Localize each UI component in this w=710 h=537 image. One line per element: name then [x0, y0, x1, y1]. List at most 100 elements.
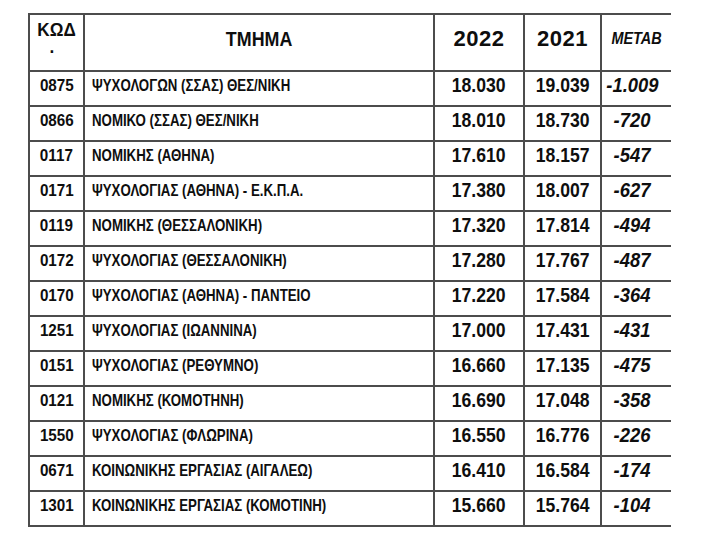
change-cell: -364 [601, 281, 671, 316]
code-cell: 0170 [29, 281, 84, 316]
score-2022-cell-text: 18.010 [452, 109, 506, 132]
change-cell-text: -364 [614, 284, 651, 307]
change-cell-text: -487 [614, 249, 651, 272]
change-cell-text: -431 [614, 319, 651, 342]
score-2022-cell: 18.030 [434, 71, 524, 106]
table-row: 0170 ΨΥΧΟΛΟΓΙΑΣ (ΑΘΗΝΑ) - ΠΑΝΤΕΙΟ 17.220 17… [29, 281, 671, 316]
department-cell-text: ΨΥΧΟΛΟΓΙΑΣ (ΘΕΣΣΑΛΟΝΙΚΗ) [92, 251, 287, 271]
score-2021-cell-text: 16.776 [536, 424, 590, 447]
change-cell-text: -358 [614, 389, 651, 412]
table-row: 1251ΨΥΧΟΛΟΓΙΑΣ (ΙΩΑΝΝΙΝΑ)17.00017.431-43… [29, 316, 671, 351]
table-row: 0117 ΝΟΜΙΚΗΣ (ΑΘΗΝΑ) 17.610 18.157 -547 [29, 141, 671, 176]
col-header-change: ΜΕΤΑΒ [601, 14, 671, 71]
change-cell: -104 [601, 491, 671, 526]
change-cell: -226 [601, 421, 671, 456]
code-cell: 0121 [29, 386, 84, 421]
score-2022-cell: 17.280 [434, 246, 524, 281]
score-2021-cell: 18.007 [524, 176, 601, 211]
code-cell: 0171 [29, 176, 84, 211]
code-cell: 0117 [29, 141, 84, 176]
col-header-code-dot: . [28, 38, 76, 55]
score-2022-cell-text: 17.000 [452, 319, 506, 342]
change-cell: -358 [601, 386, 671, 421]
score-2022-cell: 17.610 [434, 141, 524, 176]
department-cell-text: ΝΟΜΙΚΟ (ΣΣΑΣ) ΘΕΣ/ΝΙΚΗ [92, 111, 259, 131]
score-2022-cell-text: 17.280 [452, 249, 506, 272]
change-cell-text: -720 [614, 109, 651, 132]
department-cell: ΝΟΜΙΚΟ (ΣΣΑΣ) ΘΕΣ/ΝΙΚΗ [84, 106, 434, 141]
department-cell-text: ΨΥΧΟΛΟΓΩΝ (ΣΣΑΣ) ΘΕΣ/ΝΙΚΗ [92, 76, 290, 96]
score-2021-cell-text: 18.157 [536, 144, 590, 167]
department-cell-text: ΨΥΧΟΛΟΓΙΑΣ (ΑΘΗΝΑ) - Ε.Κ.Π.Α. [92, 181, 303, 201]
code-cell: 0866 [29, 106, 84, 141]
score-2022-cell: 17.380 [434, 176, 524, 211]
department-cell: ΨΥΧΟΛΟΓΙΑΣ (ΙΩΑΝΝΙΝΑ) [84, 316, 434, 351]
code-cell-text: 0117 [40, 147, 73, 165]
department-cell: ΨΥΧΟΛΟΓΙΑΣ (ΦΛΩΡΙΝΑ) [84, 421, 434, 456]
change-cell-text: -547 [614, 144, 651, 167]
code-cell-text: 0171 [40, 182, 74, 200]
table-row: 0119 ΝΟΜΙΚΗΣ (ΘΕΣΣΑΛΟΝΙΚΗ) 17.320 17.814-49… [29, 211, 671, 246]
score-2022-cell: 17.320 [434, 211, 524, 246]
code-cell-text: 0121 [40, 392, 74, 410]
score-2022-cell-text: 16.550 [452, 424, 506, 447]
code-cell: 0172 [29, 246, 84, 281]
score-2022-cell: 16.550 [434, 421, 524, 456]
col-header-department: ΤΜΗΜΑ [84, 14, 434, 71]
score-2021-cell-text: 17.431 [536, 319, 590, 342]
change-cell-text: -627 [614, 179, 651, 202]
table-row: 1301ΚΟΙΝΩΝΙΚΗΣ ΕΡΓΑΣΙΑΣ (ΚΟΜΟΤΙΝΗ)15.660… [29, 491, 671, 526]
department-cell: ΨΥΧΟΛΟΓΙΑΣ (ΑΘΗΝΑ) - ΠΑΝΤΕΙΟ [84, 281, 434, 316]
change-cell: -1.009 [601, 71, 671, 106]
code-cell: 0119 [29, 211, 84, 246]
department-cell-text: ΝΟΜΙΚΗΣ (ΑΘΗΝΑ) [92, 146, 215, 166]
score-2021-cell: 17.584 [524, 281, 601, 316]
score-2022-cell-text: 17.610 [452, 144, 506, 167]
department-cell-text: ΨΥΧΟΛΟΓΙΑΣ (ΑΘΗΝΑ) - ΠΑΝΤΕΙΟ [92, 286, 311, 306]
code-cell-text: 0170 [40, 287, 74, 305]
score-2021-cell-text: 15.764 [536, 494, 590, 517]
department-cell: ΨΥΧΟΛΟΓΩΝ (ΣΣΑΣ) ΘΕΣ/ΝΙΚΗ [84, 71, 434, 106]
table-row: 0875 ΨΥΧΟΛΟΓΩΝ (ΣΣΑΣ) ΘΕΣ/ΝΙΚΗ 18.03019.03… [29, 71, 671, 106]
change-cell: -494 [601, 211, 671, 246]
score-2022-cell-text: 16.660 [452, 354, 506, 377]
department-cell-text: ΚΟΙΝΩΝΙΚΗΣ ΕΡΓΑΣΙΑΣ (ΚΟΜΟΤΙΝΗ) [92, 496, 326, 516]
score-2021-cell: 17.048 [524, 386, 601, 421]
header-row: ΚΩΔ . ΤΜΗΜΑ 2022 2021 ΜΕΤΑΒ [29, 14, 671, 71]
department-cell: ΚΟΙΝΩΝΙΚΗΣ ΕΡΓΑΣΙΑΣ (ΑΙΓΑΛΕΩ) [84, 456, 434, 491]
score-2021-cell-text: 17.135 [536, 354, 590, 377]
code-cell-text: 0172 [40, 252, 74, 270]
score-2021-cell-text: 17.048 [536, 389, 590, 412]
change-cell-text: -475 [614, 354, 651, 377]
score-2022-cell: 17.000 [434, 316, 524, 351]
score-2022-cell-text: 17.220 [452, 284, 506, 307]
code-cell: 0875 [29, 71, 84, 106]
change-cell-text: -226 [614, 424, 651, 447]
admission-scores-table: ΚΩΔ . ΤΜΗΜΑ 2022 2021 ΜΕΤΑΒ 0875 ΨΥΧΟΛΟΓΩ… [28, 13, 671, 527]
score-2022-cell-text: 17.320 [452, 214, 506, 237]
change-cell: -487 [601, 246, 671, 281]
score-2021-cell-text: 18.730 [536, 109, 590, 132]
score-2022-cell-text: 16.690 [452, 389, 506, 412]
department-cell: ΨΥΧΟΛΟΓΙΑΣ (ΡΕΘΥΜΝΟ) [84, 351, 434, 386]
department-cell: ΨΥΧΟΛΟΓΙΑΣ (ΘΕΣΣΑΛΟΝΙΚΗ) [84, 246, 434, 281]
change-cell: -174 [601, 456, 671, 491]
change-cell: -475 [601, 351, 671, 386]
code-cell-text: 1550 [40, 427, 74, 445]
score-2021-cell: 17.814 [524, 211, 601, 246]
table-row: 0121 ΝΟΜΙΚΗΣ (ΚΟΜΟΤΗΝΗ) 16.690 17.048 -358 [29, 386, 671, 421]
department-cell-text: ΨΥΧΟΛΟΓΙΑΣ (ΙΩΑΝΝΙΝΑ) [92, 321, 257, 341]
department-cell-text: ΝΟΜΙΚΗΣ (ΚΟΜΟΤΗΝΗ) [92, 391, 244, 411]
code-cell-text: 0671 [40, 462, 74, 480]
score-2022-cell-text: 17.380 [452, 179, 506, 202]
change-cell: -431 [601, 316, 671, 351]
department-cell-text: ΝΟΜΙΚΗΣ (ΘΕΣΣΑΛΟΝΙΚΗ) [92, 216, 262, 236]
department-cell: ΚΟΙΝΩΝΙΚΗΣ ΕΡΓΑΣΙΑΣ (ΚΟΜΟΤΙΝΗ) [84, 491, 434, 526]
score-2021-cell: 16.584 [524, 456, 601, 491]
table-row: 0172ΨΥΧΟΛΟΓΙΑΣ (ΘΕΣΣΑΛΟΝΙΚΗ)17.28017.767… [29, 246, 671, 281]
score-2021-cell: 18.730 [524, 106, 601, 141]
code-cell-text: 0866 [40, 112, 74, 130]
code-cell-text: 0875 [40, 77, 74, 95]
score-2022-cell: 16.690 [434, 386, 524, 421]
score-2021-cell: 19.039 [524, 71, 601, 106]
